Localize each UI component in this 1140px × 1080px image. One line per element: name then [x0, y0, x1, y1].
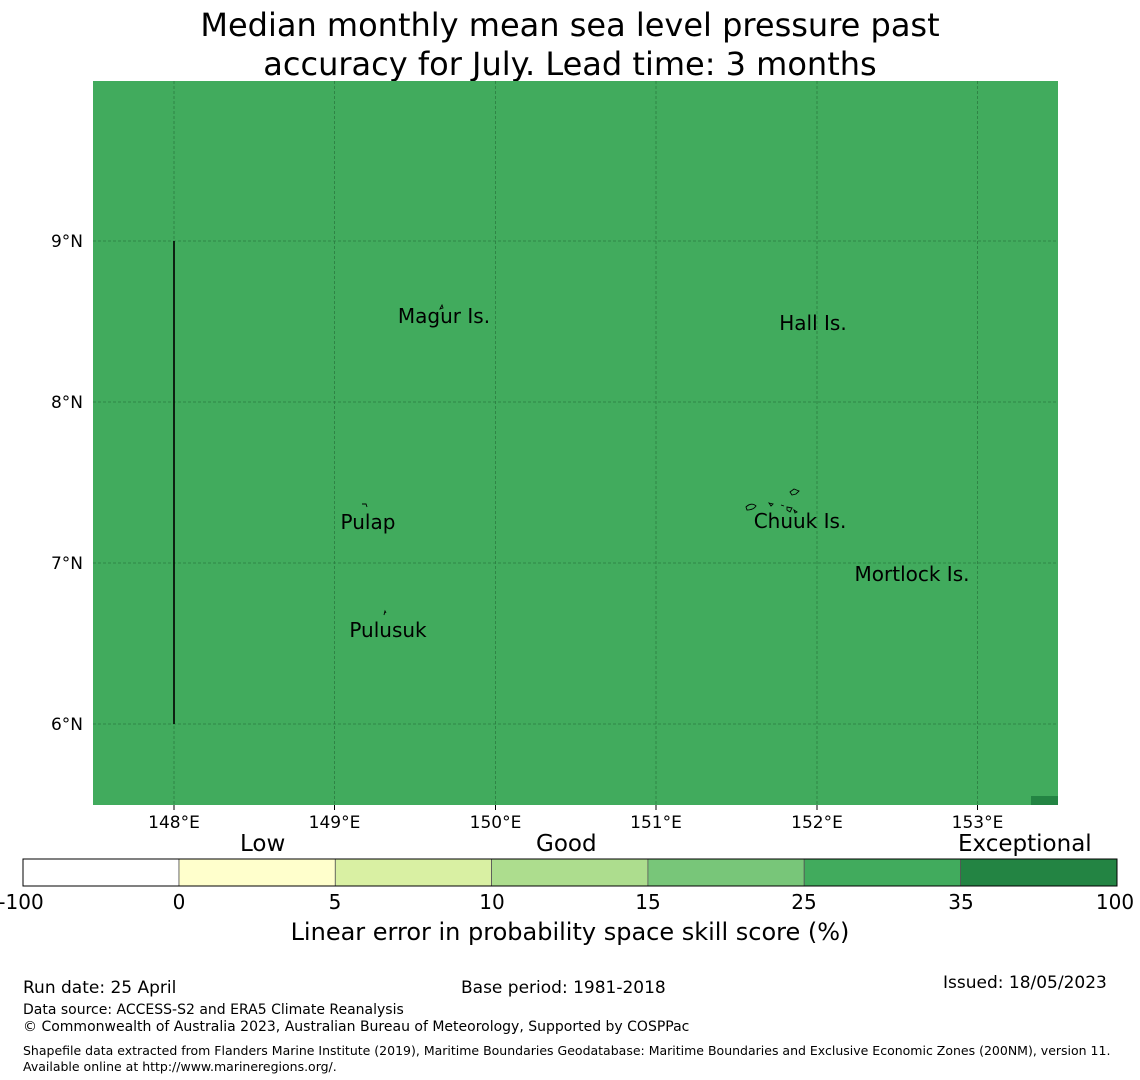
colorbar-tick-25: 25 [791, 890, 817, 914]
lon-tick-149e: 149°E [309, 813, 361, 833]
legend-category-exceptional: Exceptional [958, 831, 1092, 857]
colorbar-segment-7 [960, 858, 1118, 887]
colorbar-tick-neg100: -100 [0, 890, 44, 914]
place-label-pulap: Pulap [341, 510, 396, 534]
map-background [93, 81, 1058, 805]
chuuk-lagoon-outline [745, 488, 800, 514]
colorbar-segment-4 [491, 858, 649, 887]
legend-category-low: Low [240, 831, 286, 857]
colorbar-segment-1 [22, 858, 180, 887]
base-period: Base period: 1981-2018 [461, 978, 666, 998]
copyright-notice: © Commonwealth of Australia 2023, Austra… [23, 1019, 690, 1035]
colorbar-tick-15: 15 [635, 890, 661, 914]
lon-tick-150e: 150°E [470, 813, 522, 833]
pulusuk-island-outline [383, 609, 387, 616]
lat-tick-7n: 7°N [51, 554, 83, 574]
colorbar-segment-3 [334, 858, 492, 887]
colorbar [22, 858, 1118, 887]
colorbar-tick-35: 35 [948, 890, 974, 914]
lon-tick-marks [173, 805, 978, 810]
colorbar-tick-10: 10 [479, 890, 505, 914]
colorbar-frame [22, 858, 1118, 887]
issued-date: Issued: 18/05/2023 [943, 973, 1107, 993]
colorbar-segment-2 [178, 858, 336, 887]
map-title-line-2: accuracy for July. Lead time: 3 months [263, 45, 877, 83]
colorbar-tick-5: 5 [328, 890, 342, 914]
data-source: Data source: ACCESS-S2 and ERA5 Climate … [23, 1002, 404, 1018]
legend-category-good: Good [536, 831, 597, 857]
place-label-magur: Magur Is. [398, 304, 490, 328]
place-label-chuuk: Chuuk Is. [754, 509, 847, 533]
lat-tick-8n: 8°N [51, 393, 83, 413]
dark-skill-cell [1031, 796, 1058, 805]
island-outlines [362, 303, 800, 616]
lon-tick-153e: 153°E [952, 813, 1004, 833]
colorbar-axis-label: Linear error in probability space skill … [290, 918, 850, 946]
place-label-mortlock: Mortlock Is. [855, 562, 970, 586]
pulap-island-outline [362, 503, 368, 508]
lat-tick-9n: 9°N [51, 232, 83, 252]
lon-tick-148e: 148°E [148, 813, 200, 833]
map-title-line-1: Median monthly mean sea level pressure p… [200, 6, 940, 44]
lon-tick-151e: 151°E [630, 813, 682, 833]
colorbar-tick-0: 0 [172, 890, 186, 914]
lat-tick-6n: 6°N [51, 715, 83, 735]
lon-tick-152e: 152°E [791, 813, 843, 833]
colorbar-segment-6 [803, 858, 961, 887]
colorbar-tick-100: 100 [1095, 890, 1135, 914]
colorbar-segment-5 [647, 858, 805, 887]
magur-island-outline [439, 303, 444, 310]
shapefile-credit: Shapefile data extracted from Flanders M… [23, 1043, 1111, 1074]
run-date: Run date: 25 April [23, 978, 177, 998]
place-label-hall: Hall Is. [779, 311, 846, 335]
place-label-pulusuk: Pulusuk [349, 618, 427, 642]
